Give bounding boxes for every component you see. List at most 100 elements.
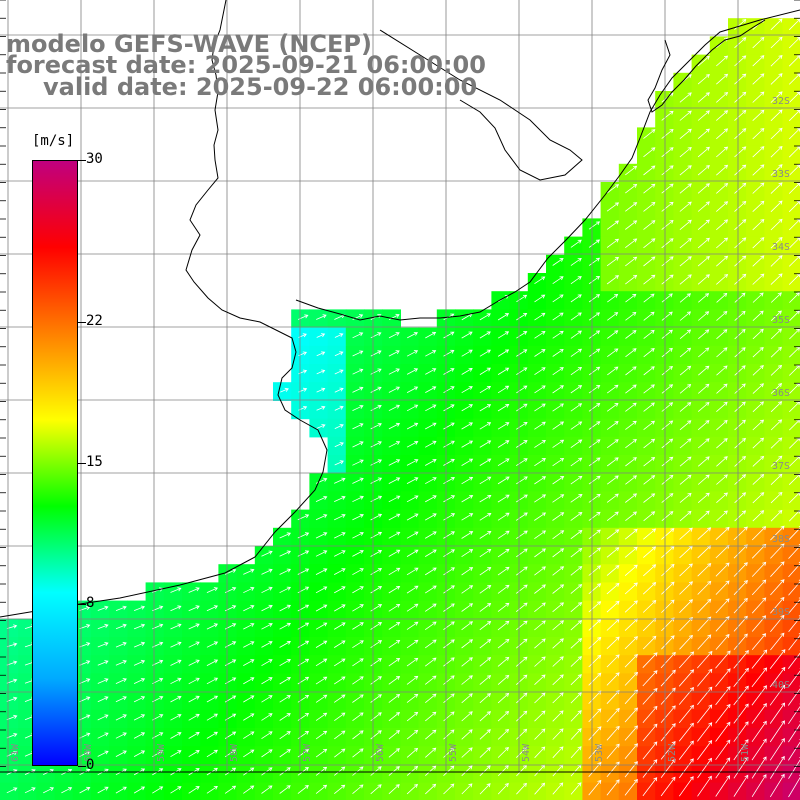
colorbar (32, 160, 78, 766)
latitude-labels: 32S 33S 34S 35S 36S 37S 38S 39S 40S (772, 96, 790, 691)
wind-arrow (406, 531, 419, 539)
wind-speed-cell (637, 764, 656, 784)
longitude-labels: 61W 60W 59W 58W 57W 56W 55W 54W 53W 52W 51W (10, 743, 751, 762)
wind-arrow (497, 584, 510, 594)
wind-arrow (388, 459, 401, 466)
wind-speed-cell (527, 728, 547, 747)
wind-arrow (751, 667, 768, 688)
wind-arrow (279, 622, 291, 630)
wind-arrow (624, 636, 638, 650)
wind-arrow (552, 548, 565, 558)
colorbar-tick-mark (78, 160, 86, 161)
wind-speed-cell (618, 655, 638, 674)
wind-arrow (352, 604, 364, 612)
wind-arrow (661, 563, 675, 577)
wind-arrow (716, 365, 728, 376)
wind-arrow (752, 91, 765, 103)
wind-speed-cell (400, 564, 420, 583)
wind-arrow (115, 732, 127, 739)
wind-arrow (788, 561, 800, 578)
wind-arrow (534, 530, 547, 540)
wind-speed-cell (618, 382, 638, 401)
wind-arrow (352, 568, 364, 576)
wind-arrow (97, 623, 109, 630)
wind-speed-cell (455, 509, 474, 529)
wind-arrow (497, 620, 510, 631)
wind-arrow (370, 676, 382, 685)
wind-arrow (697, 128, 710, 140)
wind-arrow (461, 331, 473, 339)
wind-speed-cell (218, 673, 238, 693)
wind-speed-cell (546, 309, 565, 329)
wind-arrow (315, 676, 328, 685)
wind-speed-cell (709, 746, 729, 765)
wind-speed-cell (600, 764, 620, 784)
wind-arrow (642, 652, 658, 668)
wind-speed-cell (273, 582, 292, 602)
wind-arrow (734, 365, 746, 376)
wind-speed-cell (400, 673, 420, 693)
wind-arrow (370, 404, 382, 412)
wind-speed-cell (200, 600, 219, 620)
wind-speed-cell (746, 546, 765, 565)
wind-speed-cell (637, 655, 656, 674)
wind-speed-cell (254, 764, 274, 784)
wind-arrow (188, 587, 200, 593)
wind-speed-cell (418, 382, 438, 401)
wind-arrow (243, 677, 255, 685)
wind-arrow (643, 511, 656, 522)
wind-arrow (206, 641, 219, 648)
wind-speed-cell (527, 273, 547, 292)
wind-arrow (370, 748, 382, 758)
wind-arrow (515, 584, 528, 594)
wind-speed-cell (600, 746, 620, 765)
wind-arrow (733, 562, 748, 577)
wind-speed-cell (145, 618, 165, 638)
wind-arrow (588, 403, 601, 412)
colorbar-tick-label: 0 (86, 757, 95, 773)
wind-arrow (552, 476, 565, 485)
wind-arrow (352, 586, 364, 594)
title-valid-date: valid date: 2025-09-22 06:00:00 (43, 73, 478, 101)
wind-arrow (6, 733, 18, 739)
wind-speed-cell (600, 291, 620, 310)
wind-arrow (479, 747, 491, 758)
wind-arrow (624, 564, 638, 577)
wind-speed-cell (145, 691, 165, 711)
longitude-label: 61W (10, 743, 21, 762)
wind-arrow (679, 581, 693, 595)
wind-arrow (570, 239, 582, 248)
wind-speed-cell (691, 600, 711, 620)
wind-arrow (97, 786, 109, 794)
wind-arrow (133, 696, 146, 703)
wind-arrow (370, 694, 382, 703)
wind-arrow (660, 669, 676, 687)
wind-speed-cell (291, 600, 310, 620)
wind-arrow (461, 729, 473, 740)
wind-arrow (588, 547, 601, 558)
wind-arrow (734, 492, 747, 504)
wind-arrow (406, 441, 419, 448)
wind-arrow (497, 494, 510, 503)
wind-arrow (279, 532, 292, 539)
wind-arrow (370, 441, 382, 448)
wind-arrow (206, 677, 219, 685)
wind-arrow (570, 548, 583, 558)
colorbar-tick-mark (78, 463, 86, 464)
wind-speed-cell (527, 309, 547, 329)
wind-arrow (624, 725, 639, 741)
wind-arrow (497, 656, 510, 667)
wind-speed-cell (746, 655, 765, 674)
wind-arrow (497, 764, 509, 777)
wind-arrow (716, 492, 728, 504)
wind-speed-cell (273, 746, 292, 765)
wind-arrow (243, 641, 255, 648)
wind-speed-cell (291, 618, 310, 638)
wind-arrow (716, 110, 729, 121)
wind-speed-cell (254, 673, 274, 693)
wind-arrow (279, 695, 291, 703)
wind-arrow (607, 348, 619, 358)
wind-speed-cell (382, 564, 401, 583)
wind-arrow (352, 350, 364, 357)
wind-arrow (188, 713, 200, 721)
